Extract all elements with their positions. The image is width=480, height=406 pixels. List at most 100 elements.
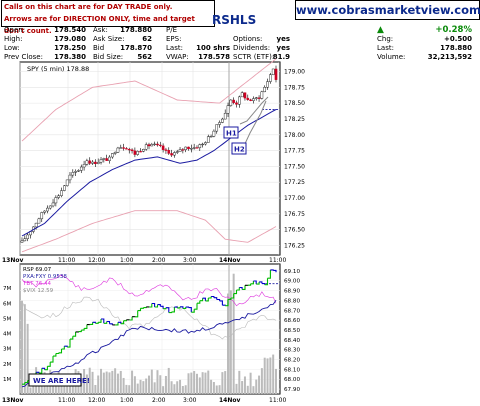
volume-bar: [122, 377, 125, 394]
rsp-segment: [154, 304, 159, 308]
candle-up: [269, 74, 272, 82]
bid-size-label: Bid Size:: [93, 53, 124, 61]
volume-bar: [85, 374, 88, 394]
volume-bar: [111, 370, 114, 394]
candle-up: [102, 158, 106, 160]
volume-bar: [136, 383, 139, 394]
rsp-segment: [219, 300, 223, 306]
candle-up: [198, 144, 202, 148]
volume-bar: [114, 368, 117, 394]
candle-up: [68, 174, 72, 181]
h1-box: [223, 126, 239, 139]
candle-up: [175, 151, 179, 153]
legend-vix: $VIX 12.59: [23, 288, 54, 294]
rsp-line: [22, 269, 277, 385]
rsp-segment: [236, 287, 240, 291]
candle-up: [173, 152, 176, 156]
price-chart-panel: 179.00 178.75 178.50 178.25 178.00 177.75 177.…: [2, 58, 305, 264]
candle-down: [195, 147, 199, 149]
candle-up: [51, 202, 55, 207]
rsp-right-tick-label: 68.80: [284, 298, 300, 304]
volume-bar: [97, 375, 100, 394]
rsp-x-tick-label: 13Nov: [2, 397, 23, 404]
candle-up: [263, 87, 267, 93]
volume-bar: [184, 385, 187, 394]
candle-down: [164, 149, 168, 151]
candle-up: [206, 136, 210, 143]
rsp-segment: [115, 322, 119, 326]
volume-bar: [108, 372, 111, 394]
candle-down: [246, 97, 250, 101]
last-label: Last:: [377, 44, 394, 52]
candle-up: [153, 143, 156, 145]
volume-left-tick-label: 4M: [3, 332, 12, 338]
legend-rsp: RSP 69.07: [23, 267, 52, 273]
low-label: Low:: [4, 44, 20, 52]
candle-up: [215, 124, 219, 132]
candle-up: [178, 149, 182, 152]
volume-bar: [232, 273, 235, 394]
vwap-value: 178.578: [198, 53, 230, 61]
candle-up: [136, 151, 140, 155]
candle-down: [127, 148, 131, 151]
candle-up: [190, 148, 193, 150]
rsp-segment: [230, 293, 235, 299]
rsp-right-axis: 69.10 69.00 68.90 68.80 68.70 68.60 68.50 68.40…: [284, 269, 300, 393]
rsp-segment: [264, 278, 269, 286]
price-y-tick-label: 176.75: [284, 211, 305, 218]
volume-bar: [116, 373, 119, 394]
rsp-segment: [151, 302, 156, 307]
volume-bar: [142, 381, 145, 394]
rsp-segment: [197, 300, 201, 304]
candle-down: [257, 97, 261, 99]
lower-band-line: [21, 210, 277, 253]
volume-bar: [100, 368, 103, 394]
rsp-x-tick-label: 3:00: [183, 397, 197, 404]
volume-bar: [249, 372, 252, 394]
candle-up: [77, 170, 80, 172]
ticker-label: RSHLS: [212, 13, 257, 27]
volume-bar: [153, 382, 156, 394]
price-y-tick-label: 176.50: [284, 227, 305, 234]
high-value: 179.080: [54, 35, 86, 43]
price-y-tick-label: 177.50: [284, 163, 305, 170]
h1-connector: [239, 96, 269, 125]
website-banner[interactable]: www.cobrasmarketview.com: [295, 0, 480, 20]
volume-left-tick-label: 7M: [3, 286, 12, 292]
price-band: [21, 58, 277, 253]
candle-down: [249, 99, 252, 101]
rsp-segment: [38, 368, 43, 374]
high-label: High:: [4, 35, 23, 43]
low-value: 178.250: [54, 44, 86, 52]
volume-bar: [272, 354, 275, 394]
rsp-segment: [53, 353, 57, 357]
volume-bar: [133, 376, 136, 394]
volume-bar: [170, 381, 173, 394]
volume-bar: [164, 375, 167, 394]
volume-bar: [102, 372, 105, 394]
volume-bar: [201, 372, 204, 394]
rsp-segment: [157, 304, 161, 307]
volume-bar: [263, 357, 266, 394]
price-x-tick-label: 12:00: [88, 257, 105, 264]
volume-bar: [212, 382, 215, 394]
h2-box: [231, 142, 247, 155]
last-trade-value: 100 shrs: [196, 44, 230, 52]
change-value: +0.500: [443, 35, 472, 43]
price-y-tick-label: 179.00: [284, 68, 305, 75]
candle-down: [133, 150, 137, 155]
rsp-segment: [106, 320, 111, 324]
candle-down: [94, 161, 97, 165]
rsp-x-tick-label: 14Nov: [219, 397, 240, 404]
price-x-tick-label: 14Nov: [219, 257, 240, 264]
sctr-value: 81.9: [272, 53, 290, 61]
candle-up: [260, 91, 264, 99]
volume-bar: [91, 371, 94, 394]
upper-band-line: [21, 58, 277, 142]
candle-up: [212, 130, 216, 137]
rsp-segment: [273, 269, 277, 273]
price-x-tick-label: 3:00: [183, 257, 197, 264]
volume-bar: [32, 384, 35, 394]
callout-box: [28, 373, 82, 387]
